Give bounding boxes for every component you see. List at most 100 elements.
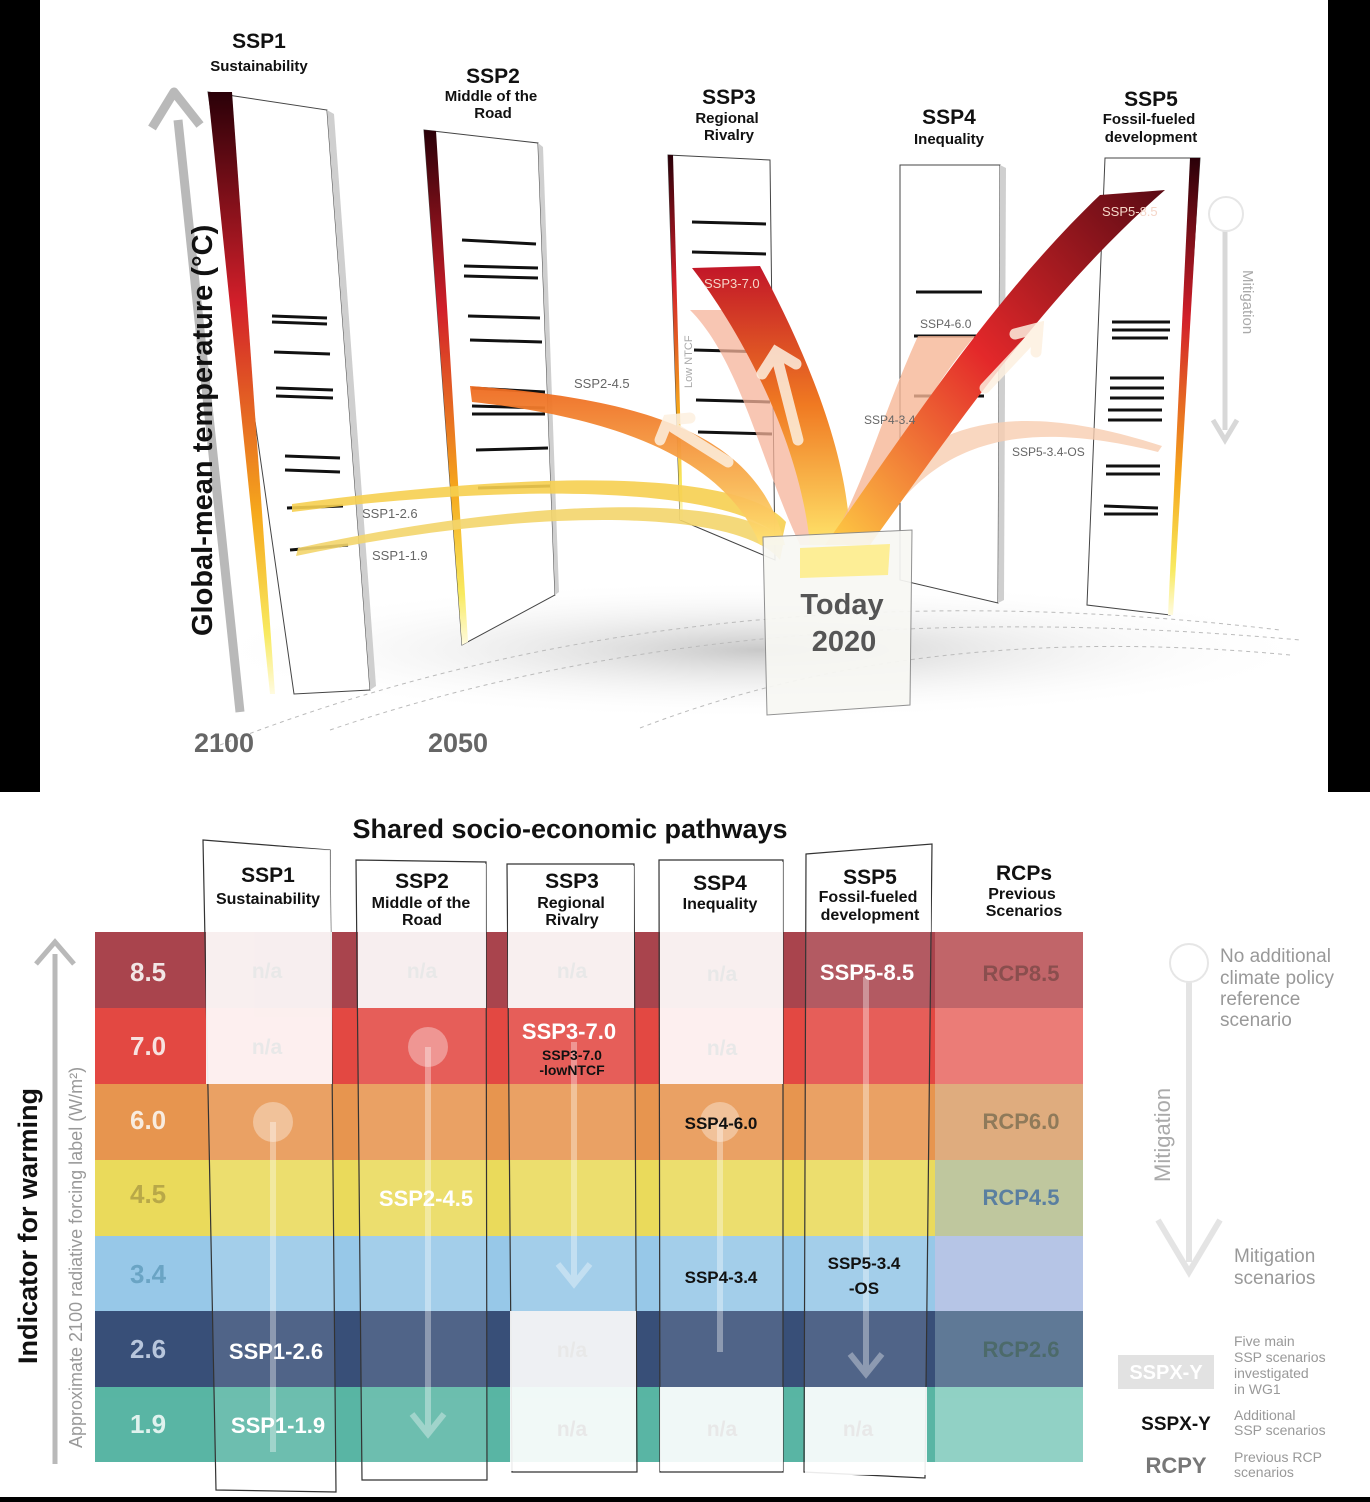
- ssp5-name-line2: development: [1105, 129, 1198, 146]
- temperature-axis-arrowhead: [148, 87, 204, 131]
- legend-no-policy-line1: No additional: [1220, 946, 1331, 967]
- rcp-tint: [935, 1084, 1083, 1160]
- label-ssp4-34: SSP4-3.4: [864, 413, 916, 427]
- col-ssp2-code: SSP2: [395, 870, 449, 893]
- ssp2-45-ribbon: [470, 386, 785, 545]
- today-year: 2020: [812, 626, 877, 658]
- ssp4-code: SSP4: [922, 106, 976, 129]
- level-3-4: 3.4: [130, 1259, 167, 1289]
- col-rcps-code: RCPs: [996, 862, 1052, 885]
- year-2100: 2100: [194, 728, 254, 758]
- legend-main-desc-line3: investigated: [1234, 1365, 1309, 1381]
- row-3-4: [95, 1236, 1083, 1311]
- ssp1-header-bg: [204, 842, 331, 932]
- ssp3-mitigation-arrow: [555, 1042, 593, 1289]
- label-ssp1-26: SSP1-2.6: [362, 506, 418, 521]
- cell-ssp3-70-low-line1: SSP3-7.0: [542, 1047, 602, 1063]
- rcp-tint: [935, 1236, 1083, 1311]
- rcp-tint: [935, 1008, 1083, 1084]
- ssp3-lowntcf-ribbon: [690, 310, 830, 545]
- label-ssp3-70: SSP3-7.0: [704, 276, 760, 291]
- cell-rcp45: RCP4.5: [982, 1185, 1059, 1210]
- row-4-5: [95, 1160, 1083, 1236]
- legend-reference-circle: [1169, 943, 1209, 983]
- ssp1-start-circle: [253, 1102, 293, 1142]
- col-ssp1-code: SSP1: [241, 864, 295, 887]
- matrix-title: Shared socio-economic pathways: [352, 814, 787, 844]
- col-ssp1-name: Sustainability: [216, 891, 320, 908]
- ssp5-tick-marks: [1103, 320, 1170, 516]
- ssp1-name: Sustainability: [210, 58, 308, 75]
- ssp1-26-ribbon: [292, 480, 786, 540]
- na-ssp2-85: n/a: [407, 960, 438, 983]
- legend-additional-desc-line1: Additional: [1234, 1407, 1296, 1423]
- na-ssp4-19: n/a: [707, 1418, 738, 1441]
- legend-rcp-desc-line1: Previous RCP: [1234, 1449, 1322, 1465]
- na-ssp4-85: n/a: [707, 963, 738, 986]
- na-ssp1-70: n/a: [252, 1036, 283, 1059]
- cell-ssp5-34os-line1: SSP5-3.4: [828, 1254, 901, 1273]
- cell-ssp1-19: SSP1-1.9: [231, 1413, 325, 1438]
- col-ssp5-name-line1: Fossil-fueled: [819, 889, 918, 906]
- cell-ssp3-70: SSP3-7.0: [522, 1019, 616, 1044]
- legend-no-policy-line4: scenario: [1220, 1010, 1292, 1031]
- ssp3-na-cell: [508, 932, 634, 1008]
- ssp2-name-line1: Middle of the: [445, 88, 538, 105]
- ssp2-heat-scale: [424, 130, 468, 645]
- na-ssp5-19: n/a: [843, 1418, 874, 1441]
- label-ssp1-19: SSP1-1.9: [372, 548, 428, 563]
- cell-ssp1-26: SSP1-2.6: [229, 1339, 323, 1364]
- na-ssp3-26: n/a: [557, 1339, 588, 1362]
- col-rcps-name-line2: Scenarios: [986, 903, 1063, 920]
- col-ssp4-name: Inequality: [683, 896, 758, 913]
- col-ssp2-name-line1: Middle of the: [372, 895, 471, 912]
- cell-ssp3-70-low-line2: -lowNTCF: [539, 1062, 605, 1078]
- warming-axis-arrowhead: [34, 938, 76, 966]
- col-ssp4-code: SSP4: [693, 872, 747, 895]
- year-2050: 2050: [428, 728, 488, 758]
- ssp1-heat-scale: [208, 92, 275, 694]
- legend-additional-sample: SSPX-Y: [1141, 1414, 1211, 1435]
- legend-no-policy-line3: reference: [1220, 989, 1300, 1010]
- col-rcps-name-line1: Previous: [988, 886, 1056, 903]
- rcp-tint: [935, 1311, 1083, 1387]
- row-6-0: [95, 1084, 1083, 1160]
- level-7-0: 7.0: [130, 1031, 166, 1061]
- ssp4-na-bottom: [660, 1387, 783, 1471]
- col-ssp3-name-line2: Rivalry: [545, 912, 598, 929]
- col-ssp5-name-line2: development: [821, 907, 920, 924]
- ssp-matrix-svg: Shared socio-economic pathways SSP1 Sust…: [13, 814, 1335, 1493]
- label-ssp5-34os: SSP5-3.4-OS: [1012, 445, 1085, 459]
- ssp-3d-diagram: Global-mean temperature (°C) SSP1 Sustai…: [40, 0, 1328, 792]
- label-ssp4-60: SSP4-6.0: [920, 317, 972, 331]
- ssp2-name-line2: Road: [474, 105, 512, 122]
- ssp5-heat-scale: [1168, 158, 1200, 615]
- cell-rcp26: RCP2.6: [982, 1337, 1059, 1362]
- legend-no-policy-line2: climate policy: [1220, 968, 1335, 989]
- legend-main-sample: SSPX-Y: [1129, 1362, 1203, 1384]
- na-ssp4-70: n/a: [707, 1037, 738, 1060]
- legend-mitigation-arrowhead: [1155, 1218, 1223, 1278]
- ssp5-mitigation-arrow: [847, 977, 885, 1379]
- ssp4-name: Inequality: [914, 131, 985, 148]
- today-label: Today: [800, 589, 883, 621]
- rcp-tint: [935, 1160, 1083, 1236]
- cell-ssp5-85: SSP5-8.5: [820, 960, 914, 985]
- today-box-glow: [800, 544, 890, 578]
- ssp2-header-bg: [357, 862, 486, 932]
- ssp2-column: [355, 859, 488, 1481]
- mitigation-arrowhead: [1210, 418, 1240, 445]
- cell-ssp2-45: SSP2-4.5: [379, 1186, 473, 1211]
- ssp4-start-circle: [700, 1102, 740, 1142]
- ssp5-name-line1: Fossil-fueled: [1103, 111, 1196, 128]
- ssp5-85-ribbon: [825, 190, 1165, 545]
- ssp5-header-bg: [807, 846, 931, 932]
- na-ssp3-19: n/a: [557, 1418, 588, 1441]
- ssp1-panel-side: [327, 110, 376, 690]
- level-8-5: 8.5: [130, 957, 166, 987]
- legend-main-desc-line2: SSP scenarios: [1234, 1349, 1326, 1365]
- legend-main-desc-line1: Five main: [1234, 1333, 1295, 1349]
- ssp1-19-ribbon: [296, 507, 784, 560]
- na-ssp3-85: n/a: [557, 960, 588, 983]
- cell-rcp85: RCP8.5: [982, 961, 1059, 986]
